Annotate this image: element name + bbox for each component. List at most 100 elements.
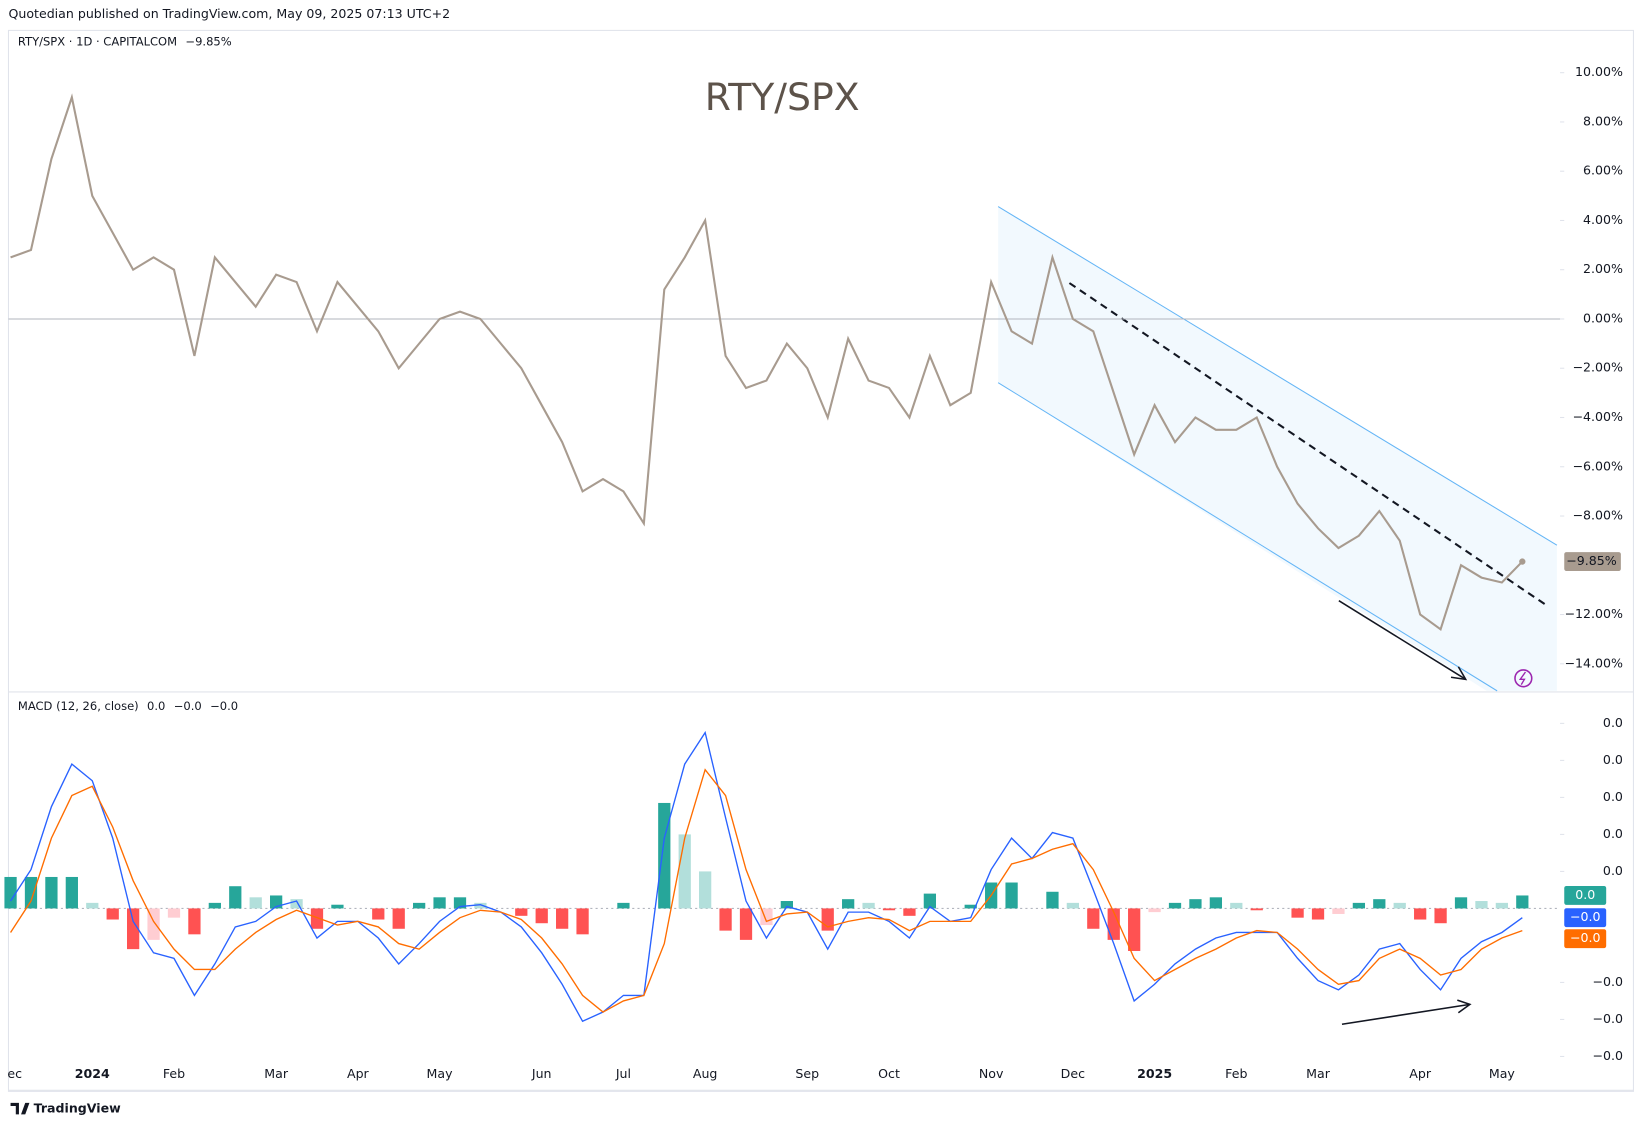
x-tick-label: Sep [795,1066,819,1081]
histogram-bar [1087,908,1100,929]
x-tick-label: Apr [1409,1066,1432,1081]
y-tick-label: 0.00% [1583,310,1623,325]
y-tick-label: 6.00% [1583,163,1623,178]
histogram-bar [1516,895,1529,909]
symbol-value: −9.85% [185,34,231,48]
frame [7,29,1634,1092]
histogram-bar [474,902,487,909]
histogram-bar [86,902,99,909]
histogram-bar [1107,908,1120,940]
x-tick-label: Mar [264,1066,289,1081]
histogram-bar [1332,908,1345,914]
price-badge [1564,552,1621,572]
histogram-bar [658,802,671,909]
histogram-bar [719,908,732,931]
price-line [10,93,1524,632]
annotations [1338,600,1472,1026]
histogram-bar [903,908,916,916]
histogram-bar [1230,902,1243,909]
histogram-bar [1148,908,1161,913]
x-tick-label: Apr [347,1066,370,1081]
histogram-bar [862,902,875,909]
histogram-bar [249,897,262,909]
histogram-bar [1005,882,1018,909]
y-tick-label: 10.00% [1575,64,1623,79]
value-badge-label: 0.0 [1575,887,1595,902]
x-tick-label: ec [7,1066,22,1081]
y-tick-label: −4.00% [1572,409,1623,424]
x-tick-label: May [1489,1066,1516,1081]
y-tick-label: 4.00% [1583,212,1623,227]
macd-line [9,768,1523,1013]
alert-icon[interactable] [1514,669,1533,688]
histogram-bar [576,908,589,935]
histogram-bar [1291,908,1304,918]
arrow-price [1338,600,1467,681]
histogram-bar [229,886,242,909]
histogram-bar [188,908,201,935]
arrow-head [1457,999,1472,1014]
histogram-bar [127,908,140,950]
y-tick-label: −8.00% [1572,508,1623,523]
x-tick-label: Dec [1061,1066,1085,1081]
y-tick-label: 0.0 [1603,789,1623,804]
histogram-bar [65,876,78,909]
histogram-bar [923,893,936,909]
x-tick-label: Jun [531,1066,552,1081]
histogram-bar [842,899,855,909]
y-tick-label: 0.0 [1603,826,1623,841]
value-badge [1564,886,1607,905]
histogram-bar [372,908,385,920]
y-tick-label: −12.00% [1564,606,1623,621]
histogram-bar [1434,908,1447,924]
y-tick-label: −6.00% [1572,458,1623,473]
x-tick-label: 2025 [1137,1066,1172,1081]
histogram-bar [433,897,446,909]
trend-line [1068,282,1549,607]
histogram-bar [1168,902,1182,909]
histogram-bar [515,908,528,916]
histogram-bar [1352,902,1366,909]
y-tick-label: 2.00% [1583,261,1623,276]
legend-value: −0.0 [210,699,238,713]
macd-line [9,730,1523,1023]
legend-value: 0.0 [147,699,165,713]
value-badge-label: −0.0 [1570,930,1601,945]
histogram-bar [24,876,38,909]
published-note: Quotedian published on TradingView.com, … [8,6,450,21]
x-tick-label: Feb [1225,1066,1247,1081]
histogram-bar [45,876,58,909]
histogram-bar [1393,902,1406,909]
alert-bolt [1518,671,1527,685]
arrow-macd [1341,1003,1471,1026]
histogram-bar [1189,899,1202,909]
channel-lower [997,382,1498,692]
histogram-bar [208,902,221,909]
histogram-bar [617,902,630,909]
y-tick-label: −0.0 [1592,974,1623,989]
y-tick-label: 8.00% [1583,113,1623,128]
channel-upper [997,206,1558,546]
y-tick-label: −14.00% [1564,655,1623,670]
x-tick-label: Feb [163,1066,185,1081]
x-tick-label: May [427,1066,454,1081]
histogram-bar [290,899,303,909]
arrow-head [1450,666,1468,681]
histogram-bar [4,876,17,909]
x-tick-label: 2024 [75,1066,110,1081]
y-tick-label: −2.00% [1572,360,1623,375]
histogram-bar [1066,902,1080,909]
symbol-label: RTY/SPX · 1D · CAPITALCOM [18,34,177,48]
histogram-bar [1414,908,1427,920]
histogram-bar [964,904,977,909]
last-point [1519,558,1526,565]
y-tick-label: −0.0 [1592,1048,1623,1063]
histogram-bar [453,897,467,909]
chart-title: RTY/SPX [705,75,860,119]
histogram-bar [1373,899,1386,909]
histogram-bar [1454,897,1468,909]
histogram-bar [739,908,753,940]
histogram-bar [331,904,344,909]
